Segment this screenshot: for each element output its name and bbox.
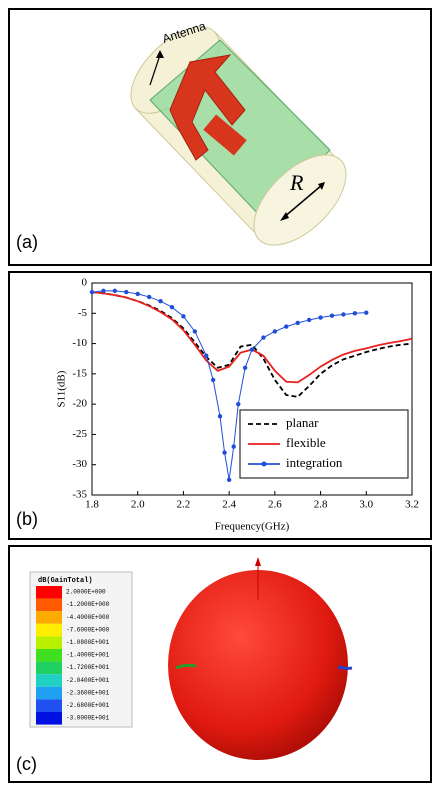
x-tick-label: 3.2 — [405, 499, 419, 511]
x-tick-label: 2.2 — [177, 499, 191, 511]
data-point — [236, 402, 240, 406]
x-tick-label: 1.8 — [85, 499, 99, 511]
legend-color — [36, 674, 62, 687]
data-point — [284, 324, 288, 328]
y-axis-label: S11(dB) — [56, 370, 68, 407]
color-legend: 2.0000E+000 -1.2000E+000 -4.4000E+000 -7.60… — [36, 586, 110, 725]
y-tick-label: -30 — [72, 458, 87, 470]
legend-value: -4.4000E+000 — [66, 614, 110, 621]
legend-color — [36, 687, 62, 700]
data-point — [318, 315, 322, 319]
legend-value: -2.3600E+001 — [66, 689, 110, 696]
legend-color — [36, 662, 62, 675]
y-tick-label: -35 — [72, 489, 87, 501]
legend-value: -1.0800E+001 — [66, 639, 110, 646]
legend-value: -7.6000E+000 — [66, 626, 110, 633]
page: {"panel_a": {"label": "(a)", "antenna_la… — [0, 0, 439, 785]
x-tick-label: 2.4 — [222, 499, 236, 511]
data-point — [181, 314, 185, 318]
legend-label: planar — [286, 415, 319, 430]
y-tick-label: -20 — [72, 398, 87, 410]
x-tick-label: 2.8 — [314, 499, 328, 511]
data-point — [232, 444, 236, 448]
legend-value: -2.0400E+001 — [66, 677, 110, 684]
legend-value: -2.6800E+001 — [66, 702, 110, 709]
legend-value: -1.7200E+001 — [66, 664, 110, 671]
data-point — [211, 378, 215, 382]
legend-value: -1.4000E+001 — [66, 652, 110, 659]
legend-label: flexible — [286, 435, 326, 450]
x-axis-label: Frequency(GHz) — [215, 521, 290, 533]
data-point — [222, 450, 226, 454]
data-point — [101, 289, 105, 293]
x-tick-label: 2.0 — [131, 499, 145, 511]
legend-color — [36, 586, 62, 599]
legend-color — [36, 649, 62, 662]
legend-value: 2.0000E+000 — [66, 589, 106, 596]
legend-color — [36, 636, 62, 649]
data-point — [90, 290, 94, 294]
data-point — [296, 321, 300, 325]
legend-title: dB(GainTotal) — [38, 577, 93, 585]
legend-color — [36, 712, 62, 725]
legend-color — [36, 624, 62, 637]
data-point — [243, 366, 247, 370]
data-point — [353, 311, 357, 315]
panel-label: (b) — [16, 509, 38, 529]
data-point — [261, 335, 265, 339]
legend-color — [36, 599, 62, 612]
legend-color — [36, 611, 62, 624]
data-point — [193, 329, 197, 333]
x-tick-label: 2.6 — [268, 499, 282, 511]
data-point — [136, 292, 140, 296]
panel-label: (a) — [16, 232, 38, 252]
y-tick-label: 0 — [82, 277, 88, 289]
data-point — [307, 318, 311, 322]
data-point — [113, 289, 117, 293]
figure: Antenna R (a) 1.82.02.22.42.62.83.03.20-… — [0, 0, 439, 785]
data-point — [273, 329, 277, 333]
radius-label: R — [289, 170, 304, 195]
legend-value: -3.0000E+001 — [66, 715, 110, 722]
y-tick-label: -5 — [78, 307, 88, 319]
legend-color — [36, 699, 62, 712]
y-tick-label: -10 — [72, 337, 87, 349]
panel-label: (c) — [16, 754, 37, 774]
data-point — [124, 290, 128, 294]
legend-marker — [262, 462, 267, 467]
y-tick-label: -25 — [72, 428, 87, 440]
legend-label: integration — [286, 455, 343, 470]
data-point — [341, 312, 345, 316]
legend-value: -1.2000E+000 — [66, 601, 110, 608]
y-tick-label: -15 — [72, 367, 87, 379]
data-point — [204, 353, 208, 357]
data-point — [218, 414, 222, 418]
data-point — [330, 314, 334, 318]
data-point — [364, 310, 368, 314]
data-point — [147, 295, 151, 299]
data-point — [250, 347, 254, 351]
data-point — [170, 305, 174, 309]
data-point — [158, 299, 162, 303]
x-tick-label: 3.0 — [359, 499, 373, 511]
data-point — [227, 478, 231, 482]
